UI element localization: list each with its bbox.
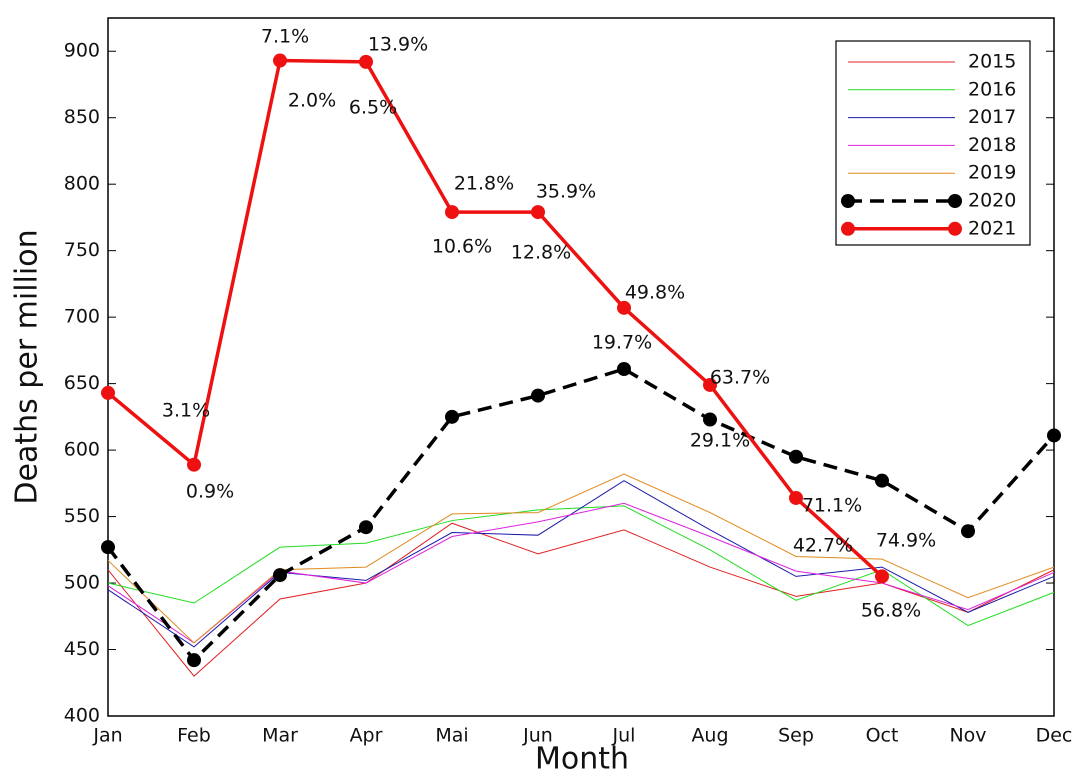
point: [445, 409, 459, 424]
x-tick-label: Jan: [92, 725, 122, 747]
legend-marker: [841, 194, 855, 208]
annotation: 63.7%: [710, 367, 770, 389]
legend-marker: [948, 221, 962, 236]
point: [359, 54, 373, 69]
legend-label: 2015: [968, 51, 1016, 73]
annotation: 6.5%: [349, 97, 397, 119]
plot-frame: [107, 17, 1055, 717]
x-tick-label: Mai: [435, 725, 468, 747]
annotation: 19.7%: [592, 332, 652, 354]
annotation: 29.1%: [690, 430, 750, 452]
point: [187, 653, 201, 668]
y-tick-label: 650: [64, 372, 100, 394]
point: [617, 361, 631, 376]
point: [101, 540, 115, 555]
x-tick-label: Jun: [522, 725, 553, 747]
point: [875, 473, 889, 488]
x-tick-label: Apr: [350, 725, 383, 747]
annotation: 12.8%: [511, 242, 571, 264]
annotation: 2.0%: [288, 90, 336, 112]
series-line: [106, 367, 1056, 663]
point: [531, 205, 545, 220]
point: [703, 412, 717, 427]
y-tick-label: 550: [64, 505, 100, 527]
legend-label: 2016: [968, 78, 1016, 100]
y-tick-label: 450: [64, 638, 100, 660]
y-tick-label: 700: [64, 306, 100, 328]
y-tick-label: 400: [64, 705, 100, 727]
point: [445, 205, 459, 220]
x-axis-label: Month: [535, 742, 629, 776]
series-line: [107, 502, 1055, 644]
legend-label: 2017: [968, 106, 1016, 128]
y-tick-label: 750: [64, 239, 100, 261]
series-line: [106, 58, 884, 578]
point: [789, 490, 803, 505]
point: [273, 568, 287, 583]
annotation: 49.8%: [625, 282, 685, 304]
legend-label: 2019: [968, 162, 1016, 184]
x-tick-label: Aug: [691, 725, 728, 747]
annotation: 21.8%: [454, 173, 514, 195]
y-tick-label: 850: [64, 106, 100, 128]
annotation: 3.1%: [162, 400, 210, 422]
legend-marker: [841, 221, 855, 236]
annotation: 42.7%: [793, 535, 853, 557]
legend-box: [835, 40, 1031, 246]
annotation: 10.6%: [432, 236, 492, 258]
legend-label: 2021: [968, 217, 1016, 239]
point: [789, 449, 803, 464]
x-tick-label: Oct: [866, 725, 899, 747]
series-line: [107, 473, 1055, 644]
point: [187, 457, 201, 472]
x-tick-label: Sep: [778, 725, 814, 747]
point: [875, 569, 889, 584]
annotation: 35.9%: [536, 181, 596, 203]
point: [273, 53, 287, 68]
point: [531, 388, 545, 403]
y-tick-label: 900: [64, 40, 100, 62]
point: [101, 385, 115, 400]
annotation: 74.9%: [876, 530, 936, 552]
legend-marker: [948, 194, 962, 208]
point: [359, 520, 373, 535]
point: [961, 524, 975, 539]
x-tick-label: Dec: [1036, 725, 1073, 747]
annotation: 71.1%: [802, 495, 862, 517]
point: [1047, 428, 1061, 443]
point: [703, 377, 717, 392]
annotation: 7.1%: [261, 26, 309, 48]
x-tick-label: Feb: [177, 725, 211, 747]
x-tick-label: Mar: [262, 725, 298, 747]
annotation: 56.8%: [861, 600, 921, 622]
x-tick-label: Nov: [949, 725, 986, 747]
legend-label: 2020: [968, 190, 1016, 212]
point: [617, 300, 631, 315]
y-tick-label: 500: [64, 572, 100, 594]
y-tick-label: 600: [64, 439, 100, 461]
annotation: 13.9%: [368, 34, 428, 56]
legend-label: 2018: [968, 134, 1016, 156]
x-tick-label: Jul: [612, 725, 636, 747]
series-line: [107, 480, 1055, 648]
y-tick-label: 800: [64, 173, 100, 195]
annotation: 0.9%: [186, 481, 234, 503]
y-axis-label: Deaths per million: [10, 229, 45, 504]
